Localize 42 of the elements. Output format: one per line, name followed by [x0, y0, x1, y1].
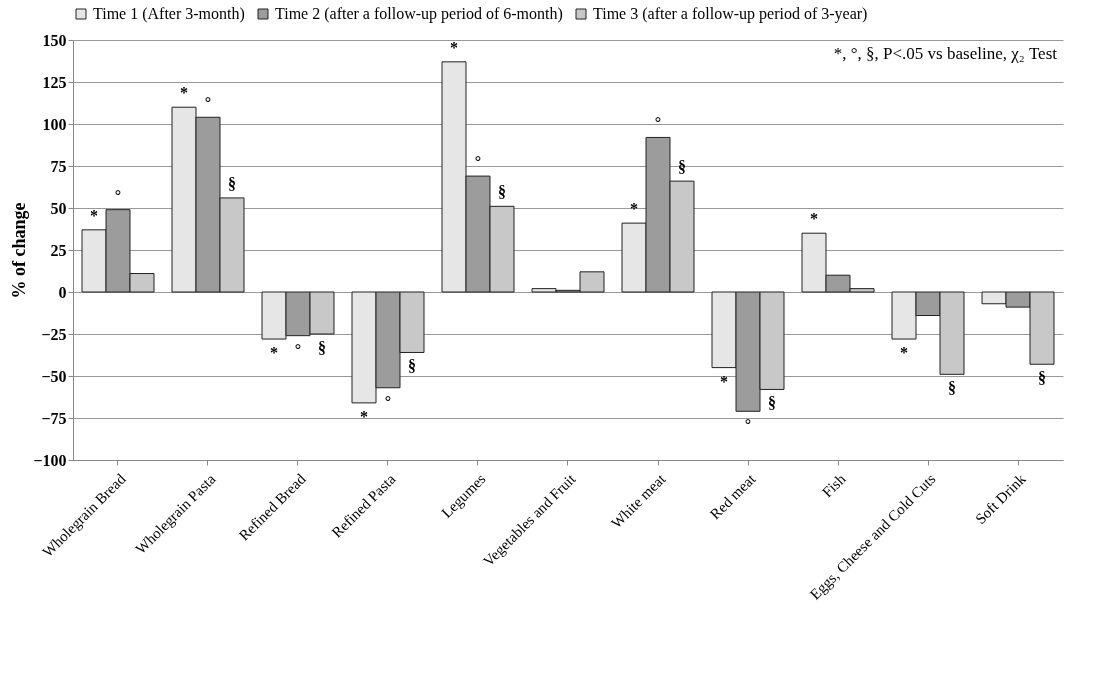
- x-tick-label: Red meat: [706, 470, 760, 523]
- data-label: §: [948, 379, 956, 397]
- legend-label: Time 3 (after a follow-up period of 3-year): [593, 5, 868, 23]
- y-tick-label: −25: [41, 325, 67, 343]
- x-tick-label: Fish: [819, 470, 849, 501]
- data-label: *: [720, 372, 728, 390]
- data-label: °: [654, 114, 662, 132]
- y-tick-label: 0: [58, 283, 67, 301]
- data-label: *: [900, 344, 908, 362]
- y-tick-label: 50: [50, 199, 67, 217]
- y-tick-label: 25: [50, 241, 67, 259]
- data-label: *: [810, 210, 818, 228]
- data-label: °: [294, 340, 302, 358]
- y-tick-label: 100: [42, 115, 67, 133]
- data-label: §: [768, 394, 776, 412]
- data-label: §: [678, 158, 686, 176]
- y-axis-title: % of change: [9, 202, 30, 299]
- y-tick-label: −50: [41, 367, 67, 385]
- legend-label: Time 1 (After 3-month): [93, 5, 245, 23]
- data-label: *: [450, 38, 458, 56]
- data-label: °: [204, 94, 212, 112]
- data-label: §: [1038, 369, 1046, 387]
- data-label: °: [474, 153, 482, 171]
- data-label: °: [744, 416, 752, 434]
- data-label: §: [318, 339, 326, 356]
- y-tick-label: 75: [50, 157, 67, 175]
- y-tick-label: 125: [42, 73, 67, 91]
- data-label: *: [630, 200, 638, 218]
- y-tick-label: −75: [41, 409, 67, 427]
- data-label: *: [360, 407, 368, 425]
- data-label: §: [228, 174, 236, 192]
- data-label: °: [114, 186, 122, 204]
- data-label: *: [90, 206, 98, 224]
- legend-label: Time 2 (after a follow-up period of 6-month): [275, 5, 563, 23]
- annotation: *, °, §, P<.05 vs baseline, χ₂ Test: [833, 44, 1058, 63]
- data-label: §: [408, 357, 416, 375]
- data-label: *: [180, 84, 188, 102]
- y-tick-label: −100: [33, 451, 67, 469]
- data-label: °: [384, 392, 392, 410]
- data-label: §: [498, 183, 506, 201]
- y-tick-label: 150: [42, 31, 67, 49]
- data-label: *: [270, 344, 278, 362]
